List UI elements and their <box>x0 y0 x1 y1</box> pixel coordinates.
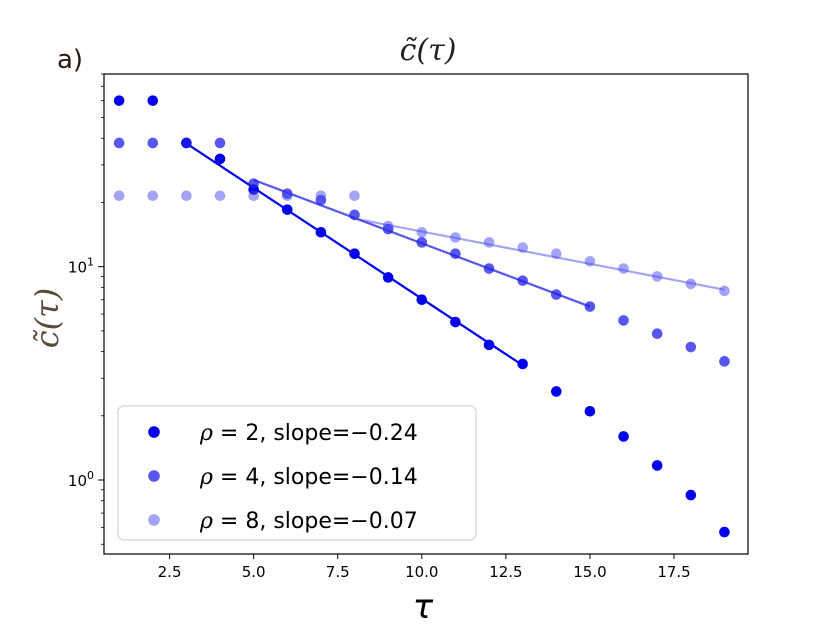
data-point <box>416 237 428 248</box>
legend-label: ρ = 4, slope=−0.14 <box>199 465 418 490</box>
series-rho4 <box>113 137 730 367</box>
data-point <box>113 95 125 106</box>
data-point <box>483 237 495 248</box>
data-point <box>651 328 663 340</box>
data-point <box>349 209 360 221</box>
x-tick-label: 2.5 <box>158 563 182 581</box>
data-point <box>416 226 428 238</box>
plot-area <box>113 95 730 538</box>
x-tick-label: 10.0 <box>405 563 438 581</box>
data-point <box>281 204 293 215</box>
data-point <box>450 316 461 328</box>
data-point <box>685 489 697 501</box>
chart-title: c̃(τ) <box>400 33 457 68</box>
data-point <box>551 386 562 397</box>
data-point <box>281 190 293 202</box>
x-tick-label: 5.0 <box>242 563 266 581</box>
data-point <box>618 315 629 326</box>
data-point <box>450 232 461 243</box>
data-point <box>416 294 428 306</box>
data-point <box>450 248 461 260</box>
data-point <box>147 137 159 149</box>
data-point <box>719 526 730 538</box>
data-point <box>113 137 125 149</box>
legend-marker <box>148 470 160 482</box>
data-point <box>651 460 663 471</box>
y-axis-label: c̃(τ) <box>28 288 66 349</box>
data-point <box>147 190 159 202</box>
panel-label: a) <box>57 45 83 75</box>
legend-label: ρ = 2, slope=−0.24 <box>199 421 418 446</box>
data-point <box>382 272 394 283</box>
y-tick-label: 100 <box>68 469 94 490</box>
y-tick-label: 101 <box>68 256 94 277</box>
data-point <box>685 278 697 290</box>
data-point <box>551 248 562 260</box>
data-point <box>618 431 629 442</box>
fit-line-rho8 <box>354 217 725 291</box>
data-point <box>315 226 327 238</box>
y-axis: 100 101 <box>68 73 104 545</box>
data-point <box>551 289 562 300</box>
data-point <box>584 405 596 417</box>
x-axis: 2.5 5.0 7.5 10.0 12.5 15.0 17.5 <box>158 554 691 581</box>
legend: ρ = 2, slope=−0.24 ρ = 4, slope=−0.14 ρ = … <box>117 405 477 541</box>
data-point <box>181 190 192 202</box>
data-point <box>214 153 226 165</box>
data-point <box>113 190 125 202</box>
x-tick-label: 12.5 <box>489 563 522 581</box>
x-tick-label: 17.5 <box>657 563 690 581</box>
data-point <box>517 358 528 370</box>
data-point <box>214 137 226 149</box>
legend-marker <box>148 426 160 438</box>
data-point <box>181 137 192 149</box>
data-point <box>517 275 528 286</box>
legend-marker <box>148 514 160 526</box>
data-point <box>651 271 663 282</box>
x-tick-label: 15.0 <box>573 563 606 581</box>
x-tick-label: 7.5 <box>326 563 350 581</box>
data-point <box>349 248 360 260</box>
data-point <box>618 263 629 274</box>
data-point <box>584 255 596 267</box>
legend-label: ρ = 8, slope=−0.07 <box>199 509 418 534</box>
data-point <box>517 242 528 253</box>
legend-box <box>117 405 477 541</box>
data-point <box>248 178 259 189</box>
data-point <box>147 95 159 106</box>
data-point <box>584 301 596 312</box>
data-point <box>719 356 730 367</box>
data-point <box>483 263 495 274</box>
data-point <box>685 341 697 353</box>
series-rho8 <box>113 190 730 297</box>
data-point <box>719 285 730 297</box>
data-point <box>214 190 226 202</box>
x-axis-label: τ <box>413 587 434 624</box>
data-point <box>349 190 360 202</box>
data-point <box>315 190 327 202</box>
data-point <box>382 220 394 232</box>
data-point <box>248 190 259 202</box>
data-point <box>483 339 495 351</box>
